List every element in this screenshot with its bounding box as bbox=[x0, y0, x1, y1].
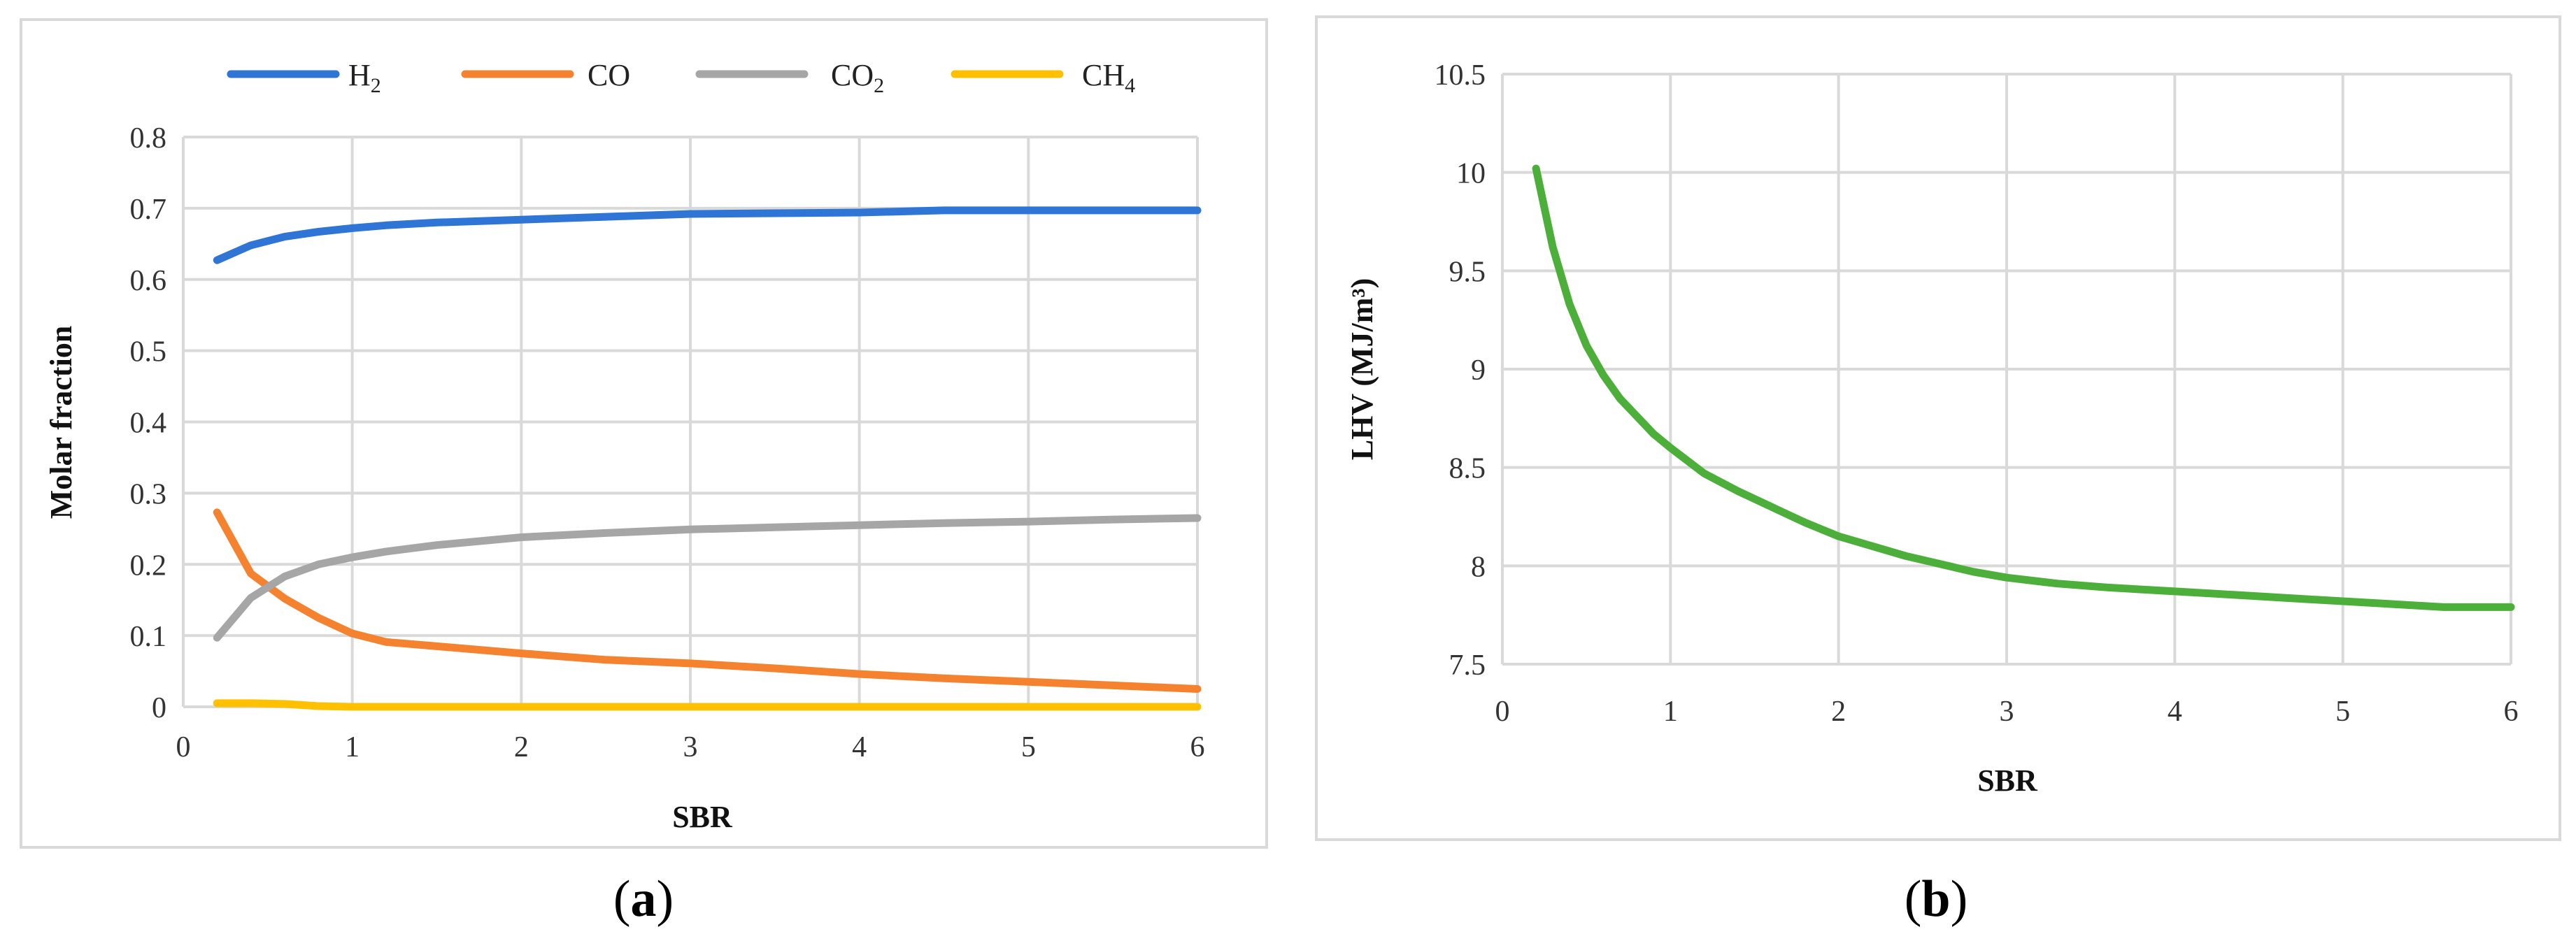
chart-a-frame bbox=[20, 18, 1268, 849]
chart-b-x-tick-label: 0 bbox=[1495, 696, 1510, 728]
chart-b-x-tick-label: 5 bbox=[2335, 696, 2350, 728]
chart-a-y-tick-label: 0.4 bbox=[130, 408, 167, 440]
chart-a-x-tick-labels: 0 1 2 3 4 5 6 bbox=[176, 731, 1205, 763]
chart-a-x-tick-label: 4 bbox=[852, 731, 867, 763]
legend-item-co2: CO2 bbox=[695, 58, 884, 97]
legend-co2-subscript: 2 bbox=[874, 74, 884, 97]
chart-a-y-tick-label: 0.5 bbox=[130, 336, 167, 368]
chart-b-x-tick-label: 2 bbox=[1831, 696, 1846, 728]
chart-b-y-tick-label: 8.5 bbox=[1449, 453, 1486, 485]
panel-label-a-letter: a bbox=[631, 870, 657, 928]
legend-label-h2: H2 bbox=[348, 58, 381, 97]
chart-a-grid bbox=[182, 136, 1199, 708]
panel-label-a: (a) bbox=[613, 870, 674, 928]
chart-a-legend: H2 CO CO2 CH4 bbox=[227, 58, 1135, 97]
chart-b: 7.5 8 8.5 9 9.5 10 10.5 0 1 2 3 4 5 6 LHV (MJ/m³) SB… bbox=[1315, 15, 2561, 841]
chart-b-x-tick-label: 6 bbox=[2504, 696, 2519, 728]
chart-a-y-tick-label: 0.3 bbox=[130, 478, 167, 510]
chart-b-frame bbox=[1315, 15, 2561, 841]
chart-a-x-tick-label: 0 bbox=[176, 731, 191, 763]
legend-h2-main: H bbox=[348, 58, 371, 92]
legend-label-co: CO bbox=[588, 58, 630, 92]
legend-co2-main: CO bbox=[831, 58, 874, 92]
chart-b-y-tick-label: 8 bbox=[1471, 551, 1486, 583]
chart-b-series bbox=[1532, 164, 2515, 611]
legend-h2-subscript: 2 bbox=[371, 74, 381, 97]
chart-b-y-tick-label: 10.5 bbox=[1435, 59, 1486, 92]
chart-b-x-tick-labels: 0 1 2 3 4 5 6 bbox=[1495, 696, 2519, 728]
chart-a-x-tick-label: 1 bbox=[345, 731, 360, 763]
panel-label-b-letter: b bbox=[1921, 870, 1950, 928]
series-line-b-lhv bbox=[1532, 164, 2515, 611]
chart-b-x-tick-label: 4 bbox=[2168, 696, 2182, 728]
series-line-a-co bbox=[213, 508, 1202, 693]
chart-a-series bbox=[213, 206, 1202, 711]
chart-b-y-tick-label: 9.5 bbox=[1449, 256, 1486, 288]
chart-b-y-axis-title: LHV (MJ/m³) bbox=[1345, 278, 1379, 460]
chart-b-y-tick-label: 10 bbox=[1456, 158, 1486, 190]
chart-a-y-tick-label: 0.2 bbox=[130, 550, 167, 582]
chart-b-x-tick-label: 1 bbox=[1663, 696, 1678, 728]
chart-a-y-tick-label: 0.7 bbox=[130, 194, 167, 226]
chart-a-y-tick-label: 0 bbox=[152, 692, 166, 724]
series-line-a-ch4 bbox=[213, 699, 1202, 711]
chart-a-x-tick-label: 5 bbox=[1021, 731, 1036, 763]
chart-a-x-tick-label: 3 bbox=[683, 731, 698, 763]
chart-a-x-tick-label: 6 bbox=[1190, 731, 1205, 763]
series-line-a-h2 bbox=[213, 206, 1202, 264]
legend-item-co: CO bbox=[461, 58, 630, 92]
panel-label-b: (b) bbox=[1905, 870, 1967, 928]
legend-ch4-main: CH bbox=[1082, 58, 1125, 92]
legend-item-ch4: CH4 bbox=[951, 58, 1135, 97]
chart-a-y-tick-label: 0.6 bbox=[130, 265, 167, 297]
chart-a-x-axis-title: SBR bbox=[672, 800, 733, 834]
chart-a-y-tick-label: 0.1 bbox=[130, 621, 167, 653]
chart-b-grid bbox=[1501, 73, 2512, 666]
chart-a-y-tick-label: 0.8 bbox=[130, 122, 167, 155]
chart-a-x-tick-label: 2 bbox=[514, 731, 529, 763]
chart-b-y-tick-label: 9 bbox=[1471, 354, 1486, 387]
chart-b-y-tick-label: 7.5 bbox=[1449, 649, 1486, 682]
legend-ch4-subscript: 4 bbox=[1125, 74, 1135, 97]
chart-a-y-axis-title: Molar fraction bbox=[44, 326, 78, 519]
legend-item-h2: H2 bbox=[227, 58, 381, 97]
chart-b-x-axis-title: SBR bbox=[1977, 763, 2038, 798]
legend-label-co2: CO2 bbox=[831, 58, 884, 97]
series-line-a-co2 bbox=[213, 514, 1202, 642]
legend-label-ch4: CH4 bbox=[1082, 58, 1135, 97]
chart-a-y-tick-labels: 0 0.1 0.2 0.3 0.4 0.5 0.6 0.7 0.8 bbox=[130, 122, 167, 724]
chart-b-x-tick-label: 3 bbox=[2000, 696, 2014, 728]
chart-a: 0 0.1 0.2 0.3 0.4 0.5 0.6 0.7 0.8 0 1 2 3 4 5 6 Molar … bbox=[20, 18, 1268, 849]
legend-co-main: CO bbox=[588, 58, 630, 92]
chart-b-y-tick-labels: 7.5 8 8.5 9 9.5 10 10.5 bbox=[1435, 59, 1486, 682]
